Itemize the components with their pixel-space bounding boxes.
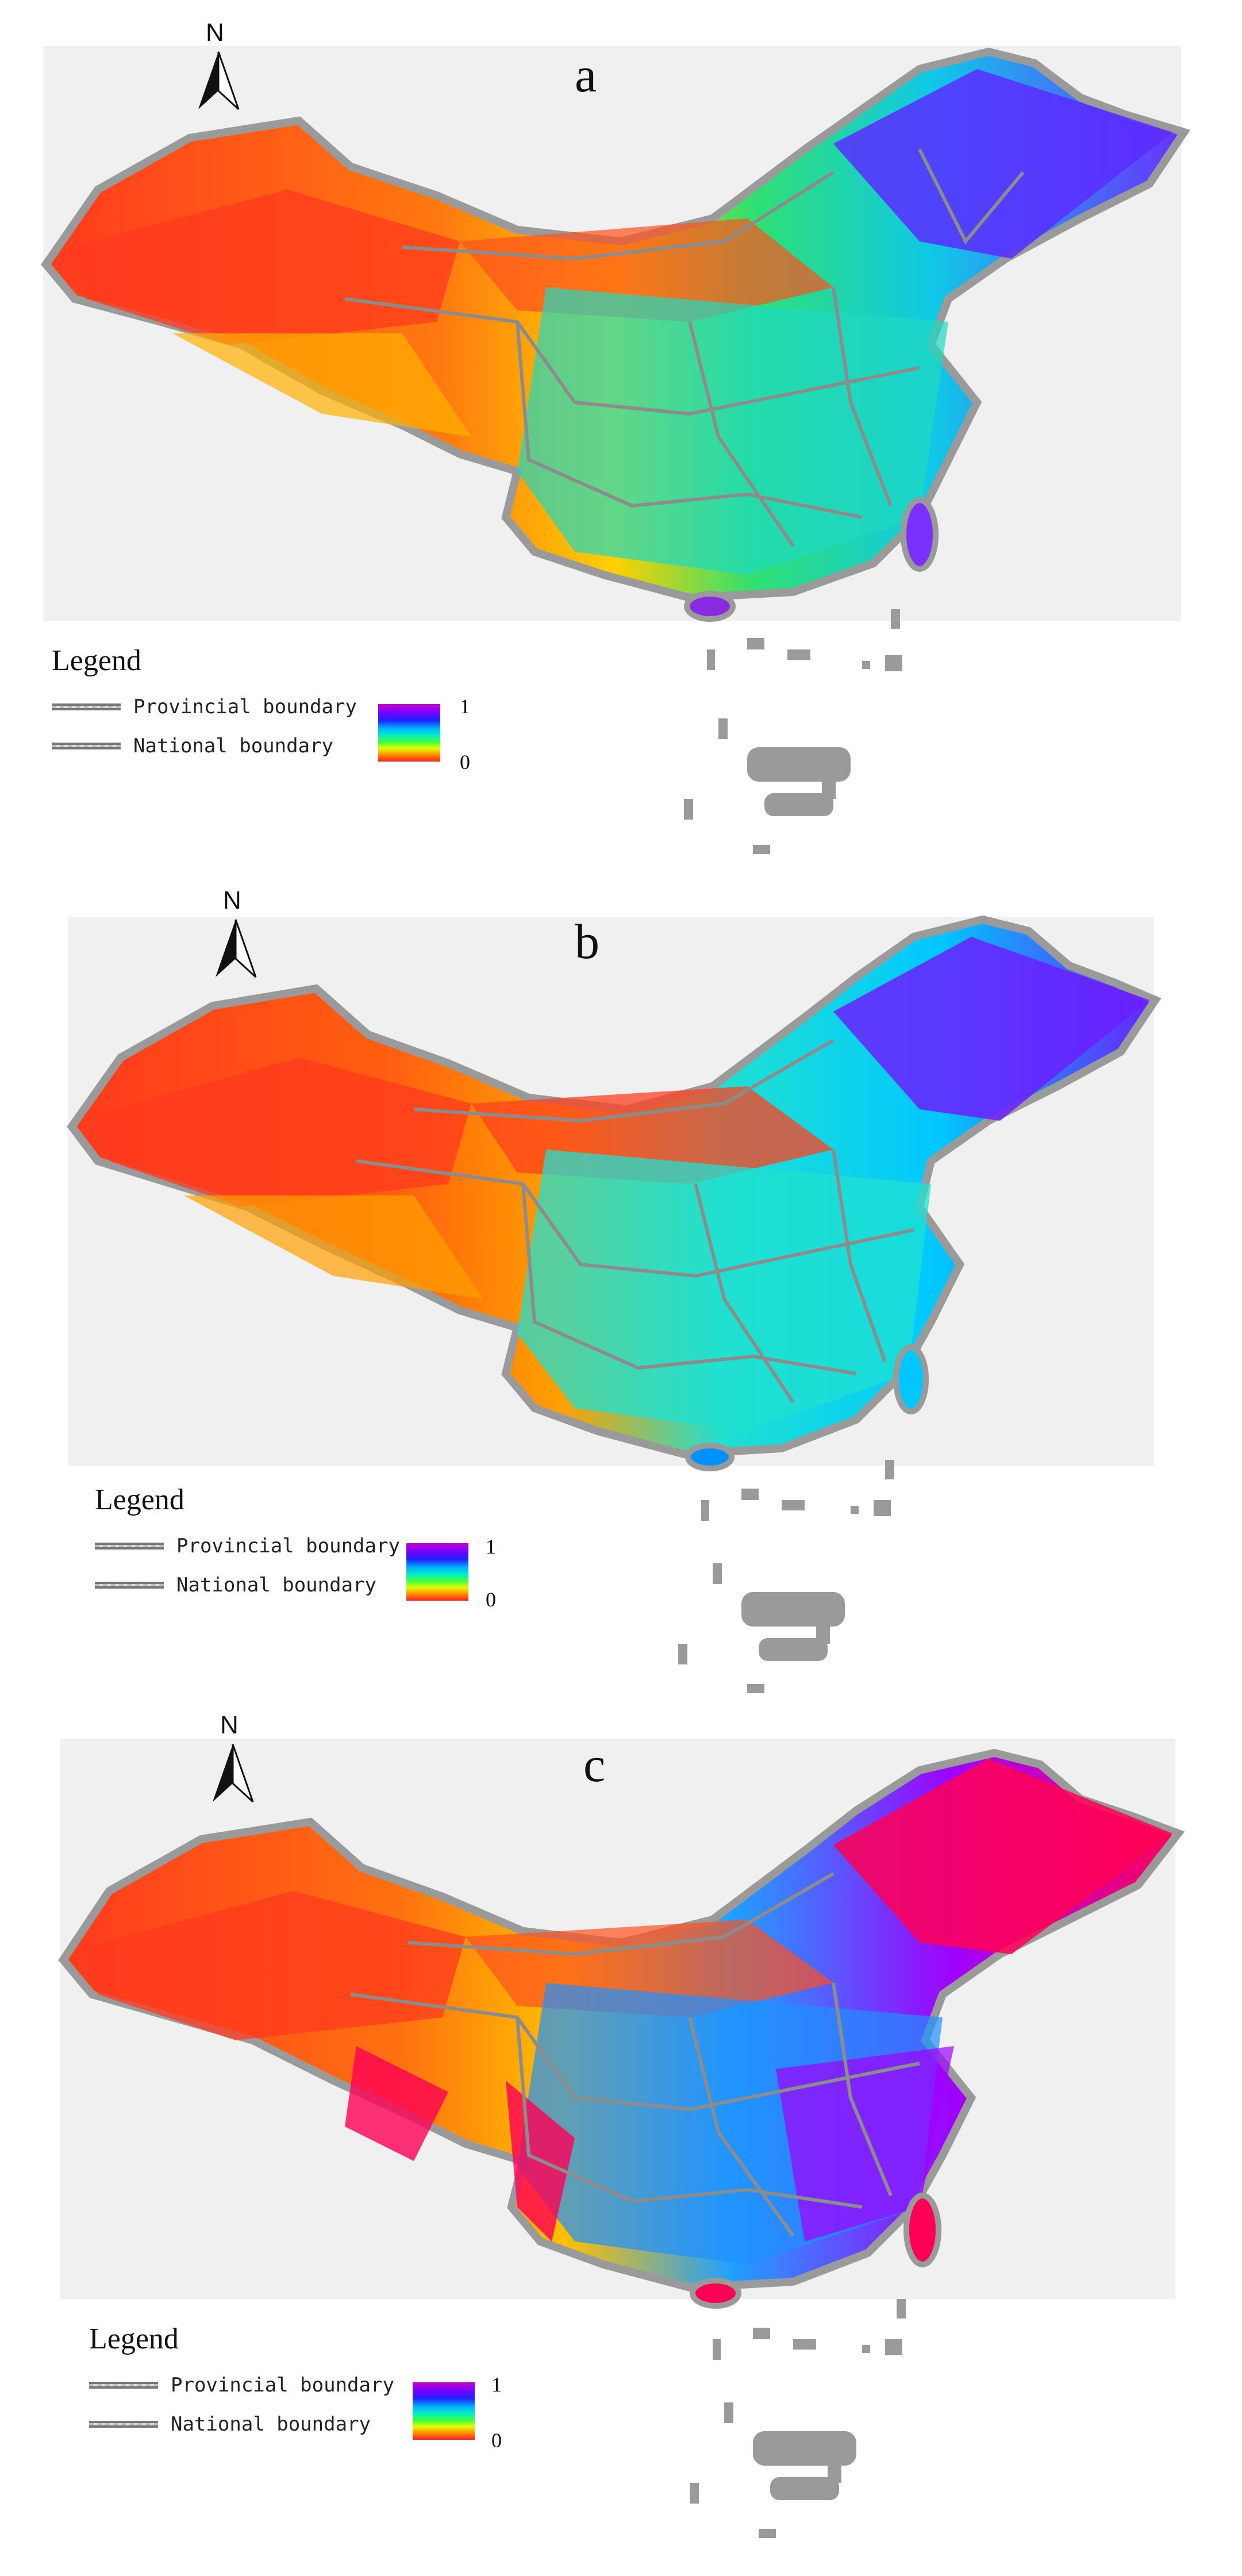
legend-national-label: National boundary (176, 1574, 376, 1597)
china-map (67, 915, 1162, 1693)
ramp-min: 0 (486, 1588, 496, 1611)
north-label: N (206, 18, 224, 47)
north-arrow: N (213, 886, 259, 983)
panel-label-b: b (575, 914, 599, 969)
color-ramp (413, 2382, 475, 2440)
national-line-sample (95, 1582, 164, 1589)
north-arrow: N (210, 1711, 256, 1808)
panel-label-a: a (575, 47, 597, 102)
north-arrow: N (195, 18, 241, 115)
china-map (41, 47, 1191, 854)
legend-national: National boundary (52, 735, 333, 758)
map-panel-b: N b Legend Provincial boundary National … (0, 874, 1242, 1724)
ramp-min: 0 (460, 751, 470, 774)
legend-national-label: National boundary (133, 735, 333, 758)
north-arrow-icon (213, 1744, 254, 1803)
color-ramp (378, 704, 440, 762)
legend-provincial: Provincial boundary (89, 2374, 394, 2397)
national-line-sample (89, 2421, 158, 2428)
north-label: N (220, 1711, 239, 1739)
legend-title: Legend (95, 1483, 184, 1516)
legend-title: Legend (52, 644, 141, 677)
legend-national: National boundary (89, 2413, 371, 2436)
china-map (58, 1748, 1185, 2538)
legend-provincial-label: Provincial boundary (176, 1535, 400, 1558)
legend-provincial-label: Provincial boundary (171, 2374, 394, 2397)
legend-provincial-label: Provincial boundary (133, 695, 357, 718)
north-arrow-icon (216, 919, 257, 978)
national-line-sample (52, 743, 121, 749)
legend-title: Legend (89, 2323, 179, 2355)
north-label: N (223, 886, 241, 914)
ramp-max: 1 (486, 1535, 496, 1558)
north-arrow-icon (198, 51, 240, 110)
legend-national-label: National boundary (171, 2413, 371, 2436)
map-panel-a: N a Legend Provincial boundary National … (0, 0, 1242, 874)
panel-label-c: c (583, 1737, 606, 1792)
map-panel-c: N c Legend Provincial boundary National … (0, 1711, 1242, 2576)
provincial-line-sample (89, 2382, 158, 2389)
ramp-max: 1 (491, 2373, 502, 2396)
color-ramp (406, 1543, 468, 1601)
ramp-min: 0 (491, 2429, 502, 2452)
provincial-line-sample (52, 703, 121, 710)
legend-national: National boundary (95, 1574, 376, 1597)
legend-provincial: Provincial boundary (52, 695, 357, 718)
legend-provincial: Provincial boundary (95, 1535, 400, 1558)
ramp-max: 1 (460, 695, 470, 718)
provincial-line-sample (95, 1543, 164, 1550)
